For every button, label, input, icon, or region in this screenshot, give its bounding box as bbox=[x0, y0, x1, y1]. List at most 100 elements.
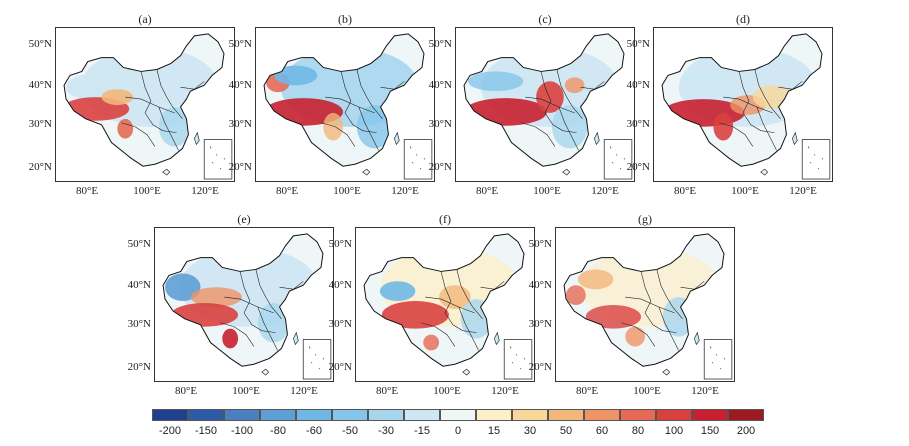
colorbar-tick-label: -30 bbox=[378, 425, 394, 437]
anomaly-patch bbox=[464, 98, 547, 126]
hainan-island bbox=[162, 168, 171, 176]
longitude-tick-label: 120°E bbox=[391, 185, 419, 197]
anomaly-patch bbox=[381, 301, 449, 329]
colorbar-swatch bbox=[656, 409, 692, 421]
province-boundary bbox=[778, 81, 803, 90]
panel-label: (b) bbox=[338, 12, 352, 26]
panel-label: (g) bbox=[638, 212, 652, 226]
colorbar-tick-label: 50 bbox=[559, 425, 573, 437]
map-panel: (e) 50°N 40°N 30°N 20°N 80°E 100°E 120°E bbox=[128, 200, 334, 397]
map-svg bbox=[563, 233, 733, 380]
taiwan-island bbox=[594, 131, 600, 146]
anomaly-patch bbox=[257, 303, 290, 343]
latitude-tick-label: 30°N bbox=[228, 118, 252, 130]
province-boundary bbox=[180, 81, 205, 90]
country-outline bbox=[563, 233, 725, 367]
country-outline bbox=[463, 33, 625, 167]
map-panel: (d) 50°N 40°N 30°N 20°N 80°E 100°E 120°E bbox=[627, 0, 833, 197]
province-boundary bbox=[472, 306, 483, 320]
latitude-tick-label: 40°N bbox=[528, 279, 552, 291]
longitude-tick-label: 80°E bbox=[673, 185, 697, 197]
anomaly-patch bbox=[423, 334, 440, 351]
province-boundary bbox=[440, 271, 452, 314]
colorbar-swatch bbox=[584, 409, 620, 421]
colorbar-swatch bbox=[476, 409, 512, 421]
taiwan-island bbox=[394, 131, 400, 146]
inset-islands bbox=[409, 146, 426, 170]
province-boundary bbox=[521, 122, 556, 147]
province-boundary bbox=[255, 269, 272, 308]
south-china-sea-inset bbox=[603, 139, 633, 180]
hainan-island bbox=[362, 168, 371, 176]
map-frame bbox=[653, 27, 833, 182]
taiwan-island bbox=[792, 131, 798, 146]
anomaly-patch bbox=[566, 285, 586, 305]
latitude-tick-label: 40°N bbox=[127, 279, 151, 291]
anomaly-patch bbox=[222, 328, 239, 349]
country-outline bbox=[162, 233, 324, 367]
anomaly-patch bbox=[158, 106, 191, 147]
anomaly-patch bbox=[190, 287, 243, 307]
map-panel: (g) 50°N 40°N 30°N 20°N 80°E 100°E 120°E bbox=[529, 200, 735, 397]
map-svg bbox=[162, 233, 332, 380]
province-boundary bbox=[680, 281, 705, 290]
latitude-tick-label: 50°N bbox=[328, 238, 352, 250]
map-frame bbox=[555, 227, 735, 382]
colorbar-swatch bbox=[224, 409, 260, 421]
longitude-tick-label: 120°E bbox=[491, 385, 519, 397]
inset-islands bbox=[609, 146, 626, 170]
province-boundary bbox=[425, 296, 475, 314]
anomaly-patch bbox=[273, 65, 318, 86]
latitude-tick-label: 30°N bbox=[28, 118, 52, 130]
hainan-island bbox=[562, 168, 571, 176]
map-panel: (c) 50°N 40°N 30°N 20°N 80°E 100°E 120°E bbox=[429, 0, 635, 197]
panel-label: (a) bbox=[138, 12, 152, 26]
province-boundary bbox=[480, 281, 505, 290]
latitude-tick-label: 40°N bbox=[228, 79, 252, 91]
colorbar-tick-label: -200 bbox=[158, 425, 182, 437]
province-boundary bbox=[344, 112, 377, 133]
longitude-tick-label: 100°E bbox=[633, 385, 661, 397]
anomaly-patch bbox=[713, 112, 734, 141]
province-boundary bbox=[224, 296, 274, 314]
colorbar-swatch bbox=[440, 409, 476, 421]
latitude-tick-label: 20°N bbox=[626, 161, 650, 173]
south-china-sea-inset bbox=[203, 139, 233, 180]
province-boundary bbox=[742, 112, 775, 133]
colorbar-swatch bbox=[692, 409, 728, 421]
panel-label: (c) bbox=[538, 12, 552, 26]
anomaly-patch bbox=[551, 104, 588, 149]
province-boundary bbox=[456, 269, 473, 308]
hainan-island bbox=[261, 368, 270, 376]
anomaly-patch bbox=[165, 273, 201, 302]
inset-islands bbox=[709, 346, 726, 370]
longitude-tick-label: 100°E bbox=[731, 185, 759, 197]
colorbar-swatch bbox=[260, 409, 296, 421]
province-boundary bbox=[220, 322, 255, 347]
longitude-tick-label: 120°E bbox=[789, 185, 817, 197]
longitude-tick-label: 100°E bbox=[433, 385, 461, 397]
latitude-tick-label: 30°N bbox=[528, 318, 552, 330]
panel-label: (e) bbox=[237, 212, 251, 226]
latitude-tick-label: 20°N bbox=[528, 361, 552, 373]
province-boundary bbox=[358, 106, 379, 151]
latitude-tick-label: 50°N bbox=[228, 38, 252, 50]
map-panel: (b) 50°N 40°N 30°N 20°N 80°E 100°E 120°E bbox=[229, 0, 435, 197]
province-boundary bbox=[372, 106, 383, 120]
inset-islands bbox=[308, 346, 325, 370]
latitude-tick-label: 50°N bbox=[127, 238, 151, 250]
province-boundary bbox=[719, 122, 754, 147]
colorbar-swatch bbox=[296, 409, 332, 421]
colorbar-swatch bbox=[620, 409, 656, 421]
longitude-tick-label: 80°E bbox=[475, 185, 499, 197]
latitude-tick-label: 50°N bbox=[626, 38, 650, 50]
panel-label: (f) bbox=[439, 212, 451, 226]
latitude-tick-label: 50°N bbox=[28, 38, 52, 50]
latitude-tick-label: 30°N bbox=[626, 118, 650, 130]
province-boundary bbox=[271, 306, 282, 320]
colorbar-tick-label: -150 bbox=[194, 425, 218, 437]
map-svg bbox=[463, 33, 633, 180]
province-boundary bbox=[756, 106, 777, 151]
map-svg bbox=[63, 33, 233, 180]
province-boundary bbox=[572, 106, 583, 120]
